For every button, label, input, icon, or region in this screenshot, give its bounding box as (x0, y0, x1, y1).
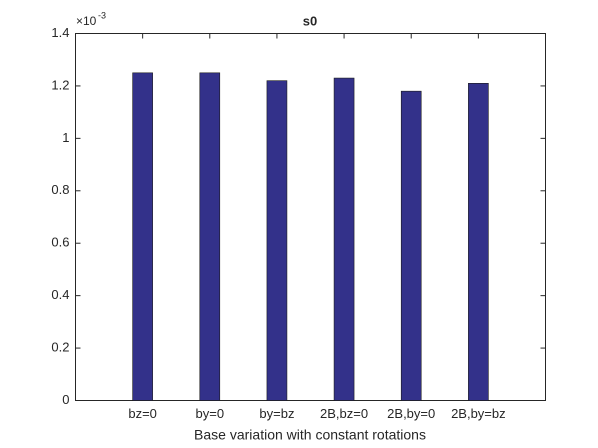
y-tick-label: 0.2 (51, 340, 69, 355)
y-tick-label: 0.6 (51, 235, 69, 250)
x-tick-label: by=0 (196, 406, 225, 421)
bar (132, 72, 153, 401)
x-tick-label: by=bz (259, 406, 294, 421)
bar (333, 77, 355, 401)
x-axis-label: Base variation with constant rotations (194, 427, 426, 443)
x-tick-label: bz=0 (128, 406, 157, 421)
y-multiplier-base: ×10 (76, 14, 97, 28)
y-tick-label: 0 (62, 392, 69, 407)
x-tick-label: 2B,bz=0 (320, 406, 368, 421)
y-tick-label: 0.4 (51, 287, 69, 302)
bar (468, 83, 489, 401)
bar (266, 80, 288, 401)
y-tick-label: 0.8 (51, 182, 69, 197)
x-tick-label: 2B,by=0 (387, 406, 435, 421)
bar (199, 72, 221, 401)
chart-title: s0 (303, 13, 317, 28)
y-tick-label: 1.4 (51, 25, 69, 40)
y-tick-label: 1 (62, 130, 69, 145)
x-tick-label: 2B,by=bz (451, 406, 506, 421)
bar (400, 90, 422, 401)
axes-box (75, 33, 546, 401)
y-multiplier-exponent: -3 (98, 10, 106, 20)
y-tick-label: 1.2 (51, 77, 69, 92)
